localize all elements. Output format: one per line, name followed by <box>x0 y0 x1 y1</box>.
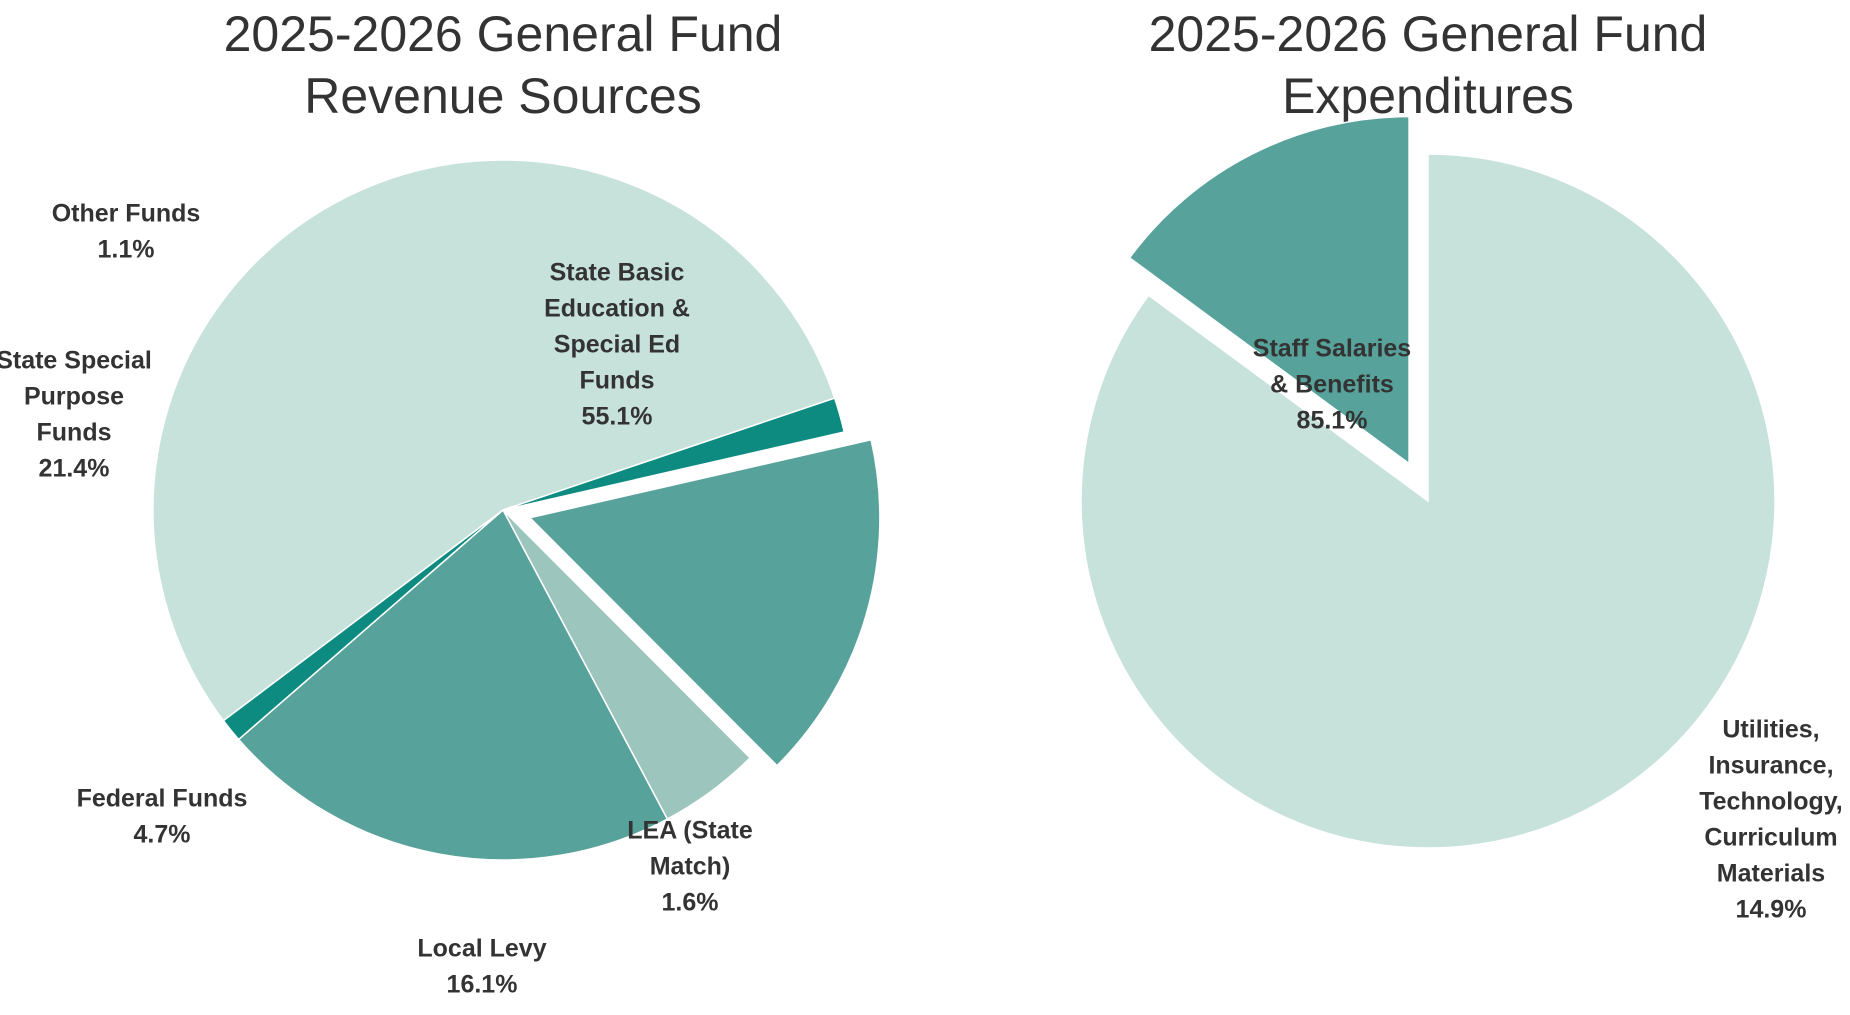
slice-category-label: Utilities, <box>1722 716 1819 744</box>
slice-category-label: Curriculum <box>1704 824 1837 852</box>
slice-label-local-levy: Local Levy 16.1% <box>417 935 546 999</box>
slice-category-label: Purpose <box>24 383 124 411</box>
chart-title: 2025-2026 General Fund Revenue Sources <box>224 6 783 124</box>
slice-value-label: 55.1% <box>582 403 653 431</box>
slice-category-label: Technology, <box>1699 788 1843 816</box>
slice-label-federal-funds: Federal Funds 4.7% <box>77 785 248 849</box>
pie-slice-state-basic-education-special-ed-funds <box>152 159 836 722</box>
slice-category-label: Funds <box>37 419 112 447</box>
expenditures-pie-chart: 2025-2026 General Fund Expenditures Staff … <box>1080 6 1843 924</box>
slice-category-label: Education & <box>544 295 690 323</box>
slice-label-lea-state-match: LEA (State Match) 1.6% <box>627 817 753 917</box>
pie-slice-lea-state-match <box>502 397 846 511</box>
slice-category-label: Insurance, <box>1708 752 1833 780</box>
slice-category-label: Funds <box>580 367 655 395</box>
chart-title-line: 2025-2026 General Fund <box>224 6 783 62</box>
slice-category-label: Match) <box>650 853 731 881</box>
slice-category-label: Local Levy <box>417 935 546 963</box>
pie-slice-staff-salaries-benefits <box>1080 153 1776 849</box>
slice-value-label: 1.1% <box>98 236 155 264</box>
chart-title-line: 2025-2026 General Fund <box>1149 6 1708 62</box>
slice-label-state-basic-education-special-ed-funds: State Basic Education & Special Ed Funds 55.… <box>544 259 690 431</box>
pie-slices <box>152 159 881 861</box>
slice-labels: State Basic Education & Special Ed Funds 55.… <box>0 200 753 999</box>
slice-value-label: 1.6% <box>662 889 719 917</box>
chart-title-line: Revenue Sources <box>304 68 701 124</box>
slice-category-label: LEA (State <box>627 817 753 845</box>
pie-slice-local-levy <box>528 438 881 767</box>
slice-category-label: State Special <box>0 347 152 375</box>
slice-labels: Staff Salaries & Benefits 85.1% Utilities, I… <box>1253 335 1843 924</box>
slice-category-label: & Benefits <box>1270 371 1394 399</box>
slice-label-staff-salaries-benefits: Staff Salaries & Benefits 85.1% <box>1253 335 1411 435</box>
slice-value-label: 4.7% <box>134 821 191 849</box>
chart-title-line: Expenditures <box>1282 68 1574 124</box>
pie-slices <box>1080 115 1776 849</box>
slice-value-label: 14.9% <box>1736 896 1807 924</box>
pie-slice-utilities-insurance-technology-curriculum-materials <box>1128 115 1410 466</box>
slice-value-label: 21.4% <box>39 455 110 483</box>
slice-category-label: Materials <box>1717 860 1825 888</box>
slice-category-label: Other Funds <box>52 200 201 228</box>
slice-value-label: 85.1% <box>1297 407 1368 435</box>
pie-slice-other-funds <box>222 509 504 741</box>
slice-category-label: State Basic <box>550 259 685 287</box>
slice-value-label: 16.1% <box>447 971 518 999</box>
slice-category-label: Federal Funds <box>77 785 248 813</box>
pie-slice-state-special-purpose-funds <box>237 508 669 861</box>
slice-category-label: Special Ed <box>554 331 680 359</box>
slice-label-utilities-insurance-technology-curriculum-materials: Utilities, Insurance, Technology, Curriculu… <box>1699 716 1843 924</box>
slice-label-state-special-purpose-funds: State Special Purpose Funds 21.4% <box>0 347 152 483</box>
chart-title: 2025-2026 General Fund Expenditures <box>1149 6 1708 124</box>
revenue-pie-chart: 2025-2026 General Fund Revenue Sources Sta… <box>0 6 881 999</box>
slice-label-other-funds: Other Funds 1.1% <box>52 200 201 264</box>
slice-category-label: Staff Salaries <box>1253 335 1411 363</box>
